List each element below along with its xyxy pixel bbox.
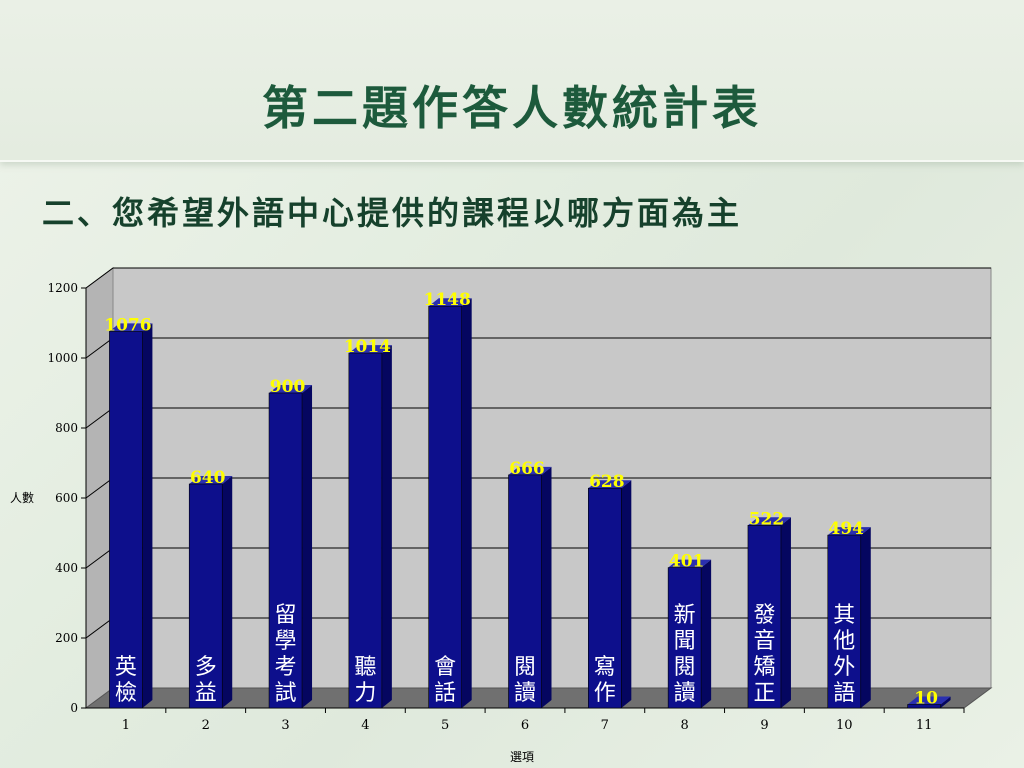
x-tick-label: 3 bbox=[281, 718, 289, 733]
bar-text-label: 試 bbox=[275, 681, 297, 706]
x-tick-label: 8 bbox=[680, 718, 688, 733]
gridline bbox=[85, 267, 991, 289]
bar-text-label: 他 bbox=[833, 629, 855, 654]
bar-text-label: 語 bbox=[833, 681, 855, 706]
bar-text-label: 多 bbox=[195, 655, 217, 680]
y-axis-title: 人數 bbox=[10, 491, 34, 505]
bar-text-label: 力 bbox=[354, 681, 376, 706]
data-label: 1148 bbox=[424, 290, 471, 310]
bar-text-label: 聞 bbox=[674, 629, 696, 654]
bar-side bbox=[621, 480, 632, 708]
bar-text-label: 益 bbox=[195, 681, 217, 706]
bar-top bbox=[668, 559, 712, 568]
bar-top bbox=[189, 476, 233, 484]
bar-side bbox=[701, 559, 712, 708]
bar-top bbox=[348, 345, 392, 354]
bar-text-label: 英 bbox=[115, 655, 137, 680]
bar bbox=[508, 474, 542, 709]
bar bbox=[588, 487, 622, 709]
y-tick-label: 200 bbox=[55, 631, 78, 645]
bar-side bbox=[381, 345, 392, 708]
y-tick-label: 0 bbox=[70, 701, 78, 715]
bar-top bbox=[508, 466, 552, 475]
bar-top bbox=[827, 527, 871, 536]
bar-top bbox=[269, 385, 313, 393]
bar-side bbox=[541, 466, 552, 708]
data-label: 522 bbox=[749, 509, 785, 529]
bar bbox=[188, 483, 223, 709]
bar-text-label: 外 bbox=[833, 655, 855, 680]
data-label: 1014 bbox=[344, 337, 391, 357]
bar bbox=[747, 524, 782, 709]
y-tick-label: 800 bbox=[55, 421, 78, 435]
bar bbox=[348, 352, 383, 709]
slide-title: 第二題作答人數統計表 bbox=[262, 81, 762, 135]
bar-text-label: 讀 bbox=[514, 681, 536, 706]
bar-side bbox=[222, 476, 233, 708]
y-tick-label: 400 bbox=[55, 561, 78, 575]
y-tick-label: 600 bbox=[55, 491, 78, 505]
bar-chart: 0200400600800100012001076英檢1640多益2900留學考… bbox=[10, 267, 993, 764]
data-label: 628 bbox=[589, 472, 625, 492]
bar bbox=[907, 704, 941, 709]
bar-text-label: 留 bbox=[275, 603, 297, 628]
data-label: 401 bbox=[669, 552, 705, 572]
data-label: 494 bbox=[829, 519, 865, 539]
bar-side bbox=[860, 527, 871, 708]
bar bbox=[827, 534, 862, 709]
bar-text-label: 讀 bbox=[674, 681, 696, 706]
bar-top bbox=[907, 696, 951, 705]
data-label: 1076 bbox=[104, 315, 151, 335]
x-tick-label: 10 bbox=[836, 718, 853, 733]
x-tick-label: 9 bbox=[760, 718, 768, 733]
bar-text-label: 會 bbox=[434, 655, 456, 680]
bar-text-label: 音 bbox=[753, 629, 775, 654]
bar-side bbox=[940, 696, 951, 708]
y-tick-label: 1000 bbox=[47, 351, 78, 365]
bar-side bbox=[461, 298, 472, 708]
bar-text-label: 其 bbox=[833, 603, 855, 628]
bar bbox=[428, 305, 462, 709]
bar-text-label: 新 bbox=[674, 603, 696, 628]
bar bbox=[109, 331, 143, 709]
title-band bbox=[0, 0, 1024, 162]
slide-subtitle: 二、您希望外語中心提供的課程以哪方面為主 bbox=[42, 194, 743, 232]
bar-top bbox=[747, 517, 791, 526]
x-tick-label: 6 bbox=[521, 718, 529, 733]
bar-text-label: 發 bbox=[753, 603, 775, 628]
x-axis-title: 選項 bbox=[510, 750, 534, 764]
bar-text-label: 檢 bbox=[115, 681, 137, 706]
x-tick-label: 7 bbox=[601, 718, 609, 733]
data-label: 900 bbox=[270, 377, 306, 397]
bar-text-label: 閱 bbox=[674, 655, 696, 680]
bar-side bbox=[142, 323, 153, 708]
bar-text-label: 考 bbox=[275, 655, 297, 680]
x-tick-label: 1 bbox=[122, 718, 130, 733]
bar-text-label: 學 bbox=[275, 629, 297, 654]
bar-text-label: 聽 bbox=[354, 655, 376, 680]
bar-text-label: 矯 bbox=[753, 655, 775, 680]
data-label: 640 bbox=[190, 468, 226, 488]
bar-text-label: 寫 bbox=[594, 655, 616, 680]
bar-text-label: 閱 bbox=[514, 655, 536, 680]
x-tick-label: 5 bbox=[441, 718, 449, 733]
bar-side bbox=[302, 385, 313, 708]
bar-text-label: 作 bbox=[594, 681, 616, 706]
bar bbox=[268, 392, 303, 709]
bar-text-label: 話 bbox=[434, 681, 456, 706]
y-tick-label: 1200 bbox=[47, 281, 78, 295]
x-tick-label: 4 bbox=[361, 718, 369, 733]
x-tick-label: 2 bbox=[202, 718, 210, 733]
bar-top bbox=[588, 480, 632, 489]
x-tick-label: 11 bbox=[916, 718, 933, 733]
bar-text-label: 正 bbox=[753, 681, 775, 706]
data-label: 666 bbox=[509, 459, 545, 479]
bar-side bbox=[780, 517, 791, 708]
bar bbox=[667, 567, 702, 709]
bar-top bbox=[109, 323, 153, 332]
data-label: 10 bbox=[914, 689, 938, 709]
bar-top bbox=[428, 298, 472, 307]
